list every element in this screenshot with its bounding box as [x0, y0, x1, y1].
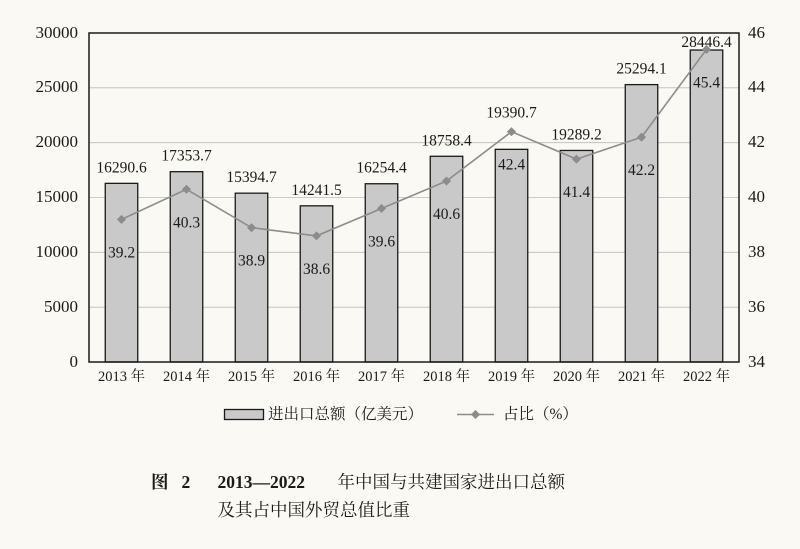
svg-text:42: 42 — [748, 132, 765, 151]
svg-text:42.2: 42.2 — [628, 162, 655, 179]
svg-text:46: 46 — [748, 23, 765, 42]
svg-text:2017 年: 2017 年 — [358, 367, 405, 385]
svg-text:5000: 5000 — [44, 297, 78, 316]
svg-text:41.4: 41.4 — [563, 184, 590, 201]
svg-text:25000: 25000 — [36, 77, 79, 96]
svg-text:2016 年: 2016 年 — [293, 367, 340, 385]
svg-text:2018 年: 2018 年 — [423, 367, 470, 385]
svg-text:28446.4: 28446.4 — [681, 34, 732, 51]
svg-text:2019 年: 2019 年 — [488, 367, 535, 385]
svg-text:2022 年: 2022 年 — [683, 367, 730, 385]
svg-text:42.4: 42.4 — [498, 157, 525, 174]
svg-text:15394.7: 15394.7 — [226, 169, 277, 186]
svg-text:15000: 15000 — [36, 187, 79, 206]
svg-text:38.9: 38.9 — [238, 253, 265, 270]
svg-text:0: 0 — [70, 352, 79, 371]
svg-text:及其占中国外贸总值比重: 及其占中国外贸总值比重 — [218, 500, 411, 520]
svg-text:25294.1: 25294.1 — [616, 61, 666, 78]
svg-text:2: 2 — [182, 472, 191, 492]
svg-text:18758.4: 18758.4 — [421, 132, 472, 149]
svg-text:40: 40 — [748, 187, 765, 206]
svg-text:17353.7: 17353.7 — [161, 148, 212, 165]
svg-text:10000: 10000 — [36, 242, 79, 261]
svg-text:38: 38 — [748, 242, 765, 261]
svg-text:40.6: 40.6 — [433, 206, 460, 223]
svg-text:进出口总额（亿美元）: 进出口总额（亿美元） — [268, 405, 423, 423]
svg-text:36: 36 — [748, 297, 765, 316]
svg-text:45.4: 45.4 — [693, 74, 720, 91]
svg-text:占比（%）: 占比（%） — [503, 405, 578, 423]
svg-text:44: 44 — [748, 77, 766, 96]
svg-text:2015 年: 2015 年 — [228, 367, 275, 385]
svg-text:16290.6: 16290.6 — [96, 159, 147, 176]
svg-text:20000: 20000 — [36, 132, 79, 151]
svg-text:2013 年: 2013 年 — [98, 367, 145, 385]
svg-text:40.3: 40.3 — [173, 214, 200, 231]
svg-text:19390.7: 19390.7 — [486, 105, 537, 122]
svg-text:2013—2022: 2013—2022 — [218, 472, 306, 492]
svg-text:14241.5: 14241.5 — [291, 182, 342, 199]
svg-text:19289.2: 19289.2 — [551, 126, 601, 143]
svg-text:2021 年: 2021 年 — [618, 367, 665, 385]
svg-text:34: 34 — [748, 352, 766, 371]
svg-text:图: 图 — [151, 472, 169, 492]
svg-text:16254.4: 16254.4 — [356, 160, 407, 177]
svg-text:2020 年: 2020 年 — [553, 367, 600, 385]
svg-text:38.6: 38.6 — [303, 261, 330, 278]
svg-text:2014 年: 2014 年 — [163, 367, 210, 385]
svg-text:30000: 30000 — [36, 23, 79, 42]
svg-text:年中国与共建国家进出口总额: 年中国与共建国家进出口总额 — [338, 472, 566, 492]
svg-text:39.2: 39.2 — [108, 244, 135, 261]
svg-text:39.6: 39.6 — [368, 233, 395, 250]
